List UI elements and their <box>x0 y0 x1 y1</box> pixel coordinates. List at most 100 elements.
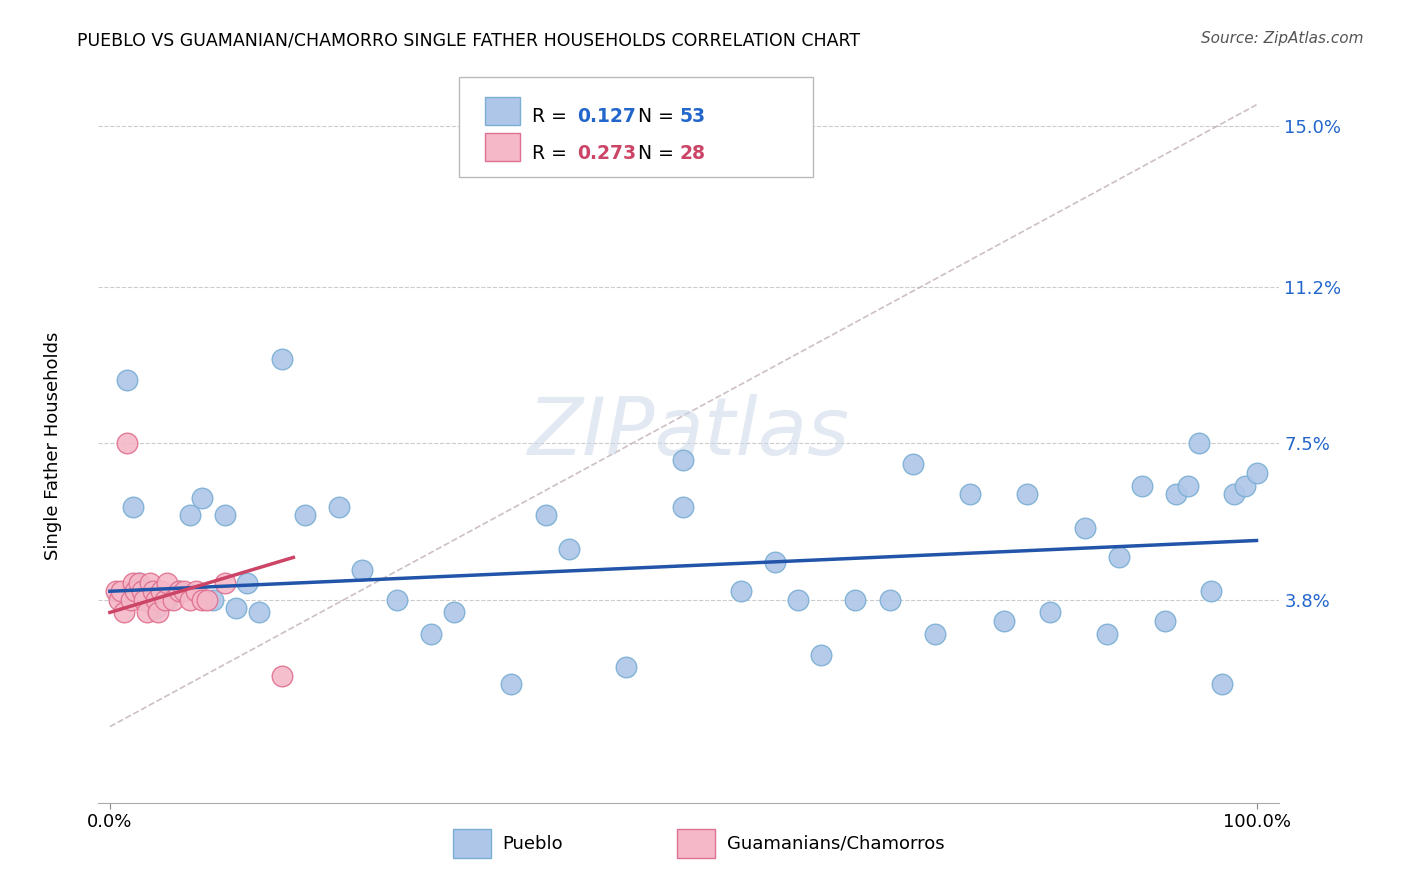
Text: 0.273: 0.273 <box>576 144 636 163</box>
Point <box>156 592 179 607</box>
Point <box>730 584 752 599</box>
Point <box>1073 521 1095 535</box>
Point <box>120 592 142 607</box>
Point <box>614 660 637 674</box>
Point <box>142 584 165 599</box>
Point <box>959 487 981 501</box>
Point <box>247 606 270 620</box>
Point <box>121 575 143 590</box>
Point <box>162 592 184 607</box>
Point <box>110 584 132 599</box>
Point <box>236 575 259 590</box>
Text: R =: R = <box>531 107 572 126</box>
Point <box>190 592 212 607</box>
Point <box>167 584 190 599</box>
Point <box>1211 677 1233 691</box>
Point <box>385 592 408 607</box>
Point <box>153 592 176 607</box>
Point <box>1234 478 1257 492</box>
Point <box>672 500 695 514</box>
Point <box>135 606 157 620</box>
FancyBboxPatch shape <box>458 78 813 178</box>
Point <box>1199 584 1222 599</box>
FancyBboxPatch shape <box>485 133 520 161</box>
Point <box>534 508 557 522</box>
Point <box>270 351 292 366</box>
Point <box>1188 436 1211 450</box>
Point <box>1222 487 1244 501</box>
Point <box>225 601 247 615</box>
Point <box>328 500 350 514</box>
Point <box>844 592 866 607</box>
Text: 53: 53 <box>679 107 706 126</box>
Point <box>214 575 236 590</box>
FancyBboxPatch shape <box>678 829 714 858</box>
Point <box>112 606 135 620</box>
Point <box>128 575 150 590</box>
Point <box>270 669 292 683</box>
Point <box>879 592 901 607</box>
Point <box>128 575 150 590</box>
Point <box>443 606 465 620</box>
Point <box>121 500 143 514</box>
Point <box>1246 466 1268 480</box>
Point <box>190 491 212 506</box>
Point <box>294 508 316 522</box>
Point <box>420 626 443 640</box>
Text: 28: 28 <box>679 144 706 163</box>
Text: N =: N = <box>638 144 681 163</box>
Point <box>104 584 127 599</box>
Point <box>352 563 374 577</box>
Point <box>202 592 225 607</box>
Point <box>1130 478 1153 492</box>
Point <box>124 584 146 599</box>
Point <box>924 626 946 640</box>
Point <box>1108 550 1130 565</box>
Point <box>1097 626 1119 640</box>
Point <box>501 677 523 691</box>
FancyBboxPatch shape <box>485 97 520 126</box>
Point <box>810 648 832 662</box>
Point <box>179 592 201 607</box>
Point <box>146 606 169 620</box>
Point <box>173 584 195 599</box>
Point <box>557 541 579 556</box>
Point <box>115 373 138 387</box>
Point <box>1166 487 1188 501</box>
Point <box>993 614 1015 628</box>
Text: N =: N = <box>638 107 681 126</box>
Point <box>214 508 236 522</box>
Text: PUEBLO VS GUAMANIAN/CHAMORRO SINGLE FATHER HOUSEHOLDS CORRELATION CHART: PUEBLO VS GUAMANIAN/CHAMORRO SINGLE FATH… <box>77 31 860 49</box>
Text: Guamanians/Chamorros: Guamanians/Chamorros <box>727 835 945 853</box>
Point <box>145 601 167 615</box>
Point <box>901 458 924 472</box>
FancyBboxPatch shape <box>453 829 491 858</box>
Point <box>139 584 162 599</box>
Text: 0.127: 0.127 <box>576 107 636 126</box>
Point <box>1017 487 1039 501</box>
Point <box>145 592 167 607</box>
Point <box>1153 614 1175 628</box>
Point <box>786 592 808 607</box>
Point <box>763 555 786 569</box>
Point <box>1039 606 1062 620</box>
Point <box>139 575 162 590</box>
Point <box>179 508 201 522</box>
Point <box>150 584 173 599</box>
Text: R =: R = <box>531 144 572 163</box>
Point <box>672 453 695 467</box>
Text: Pueblo: Pueblo <box>502 835 562 853</box>
Point <box>131 584 153 599</box>
Point <box>108 592 131 607</box>
Point <box>156 575 179 590</box>
Point <box>134 592 156 607</box>
Point <box>167 584 190 599</box>
Point <box>184 584 207 599</box>
Text: Source: ZipAtlas.com: Source: ZipAtlas.com <box>1201 31 1364 46</box>
Text: Single Father Households: Single Father Households <box>45 332 62 560</box>
Point <box>115 436 138 450</box>
Point <box>195 592 218 607</box>
Point <box>1177 478 1199 492</box>
Point <box>134 592 156 607</box>
Text: ZIPatlas: ZIPatlas <box>527 393 851 472</box>
